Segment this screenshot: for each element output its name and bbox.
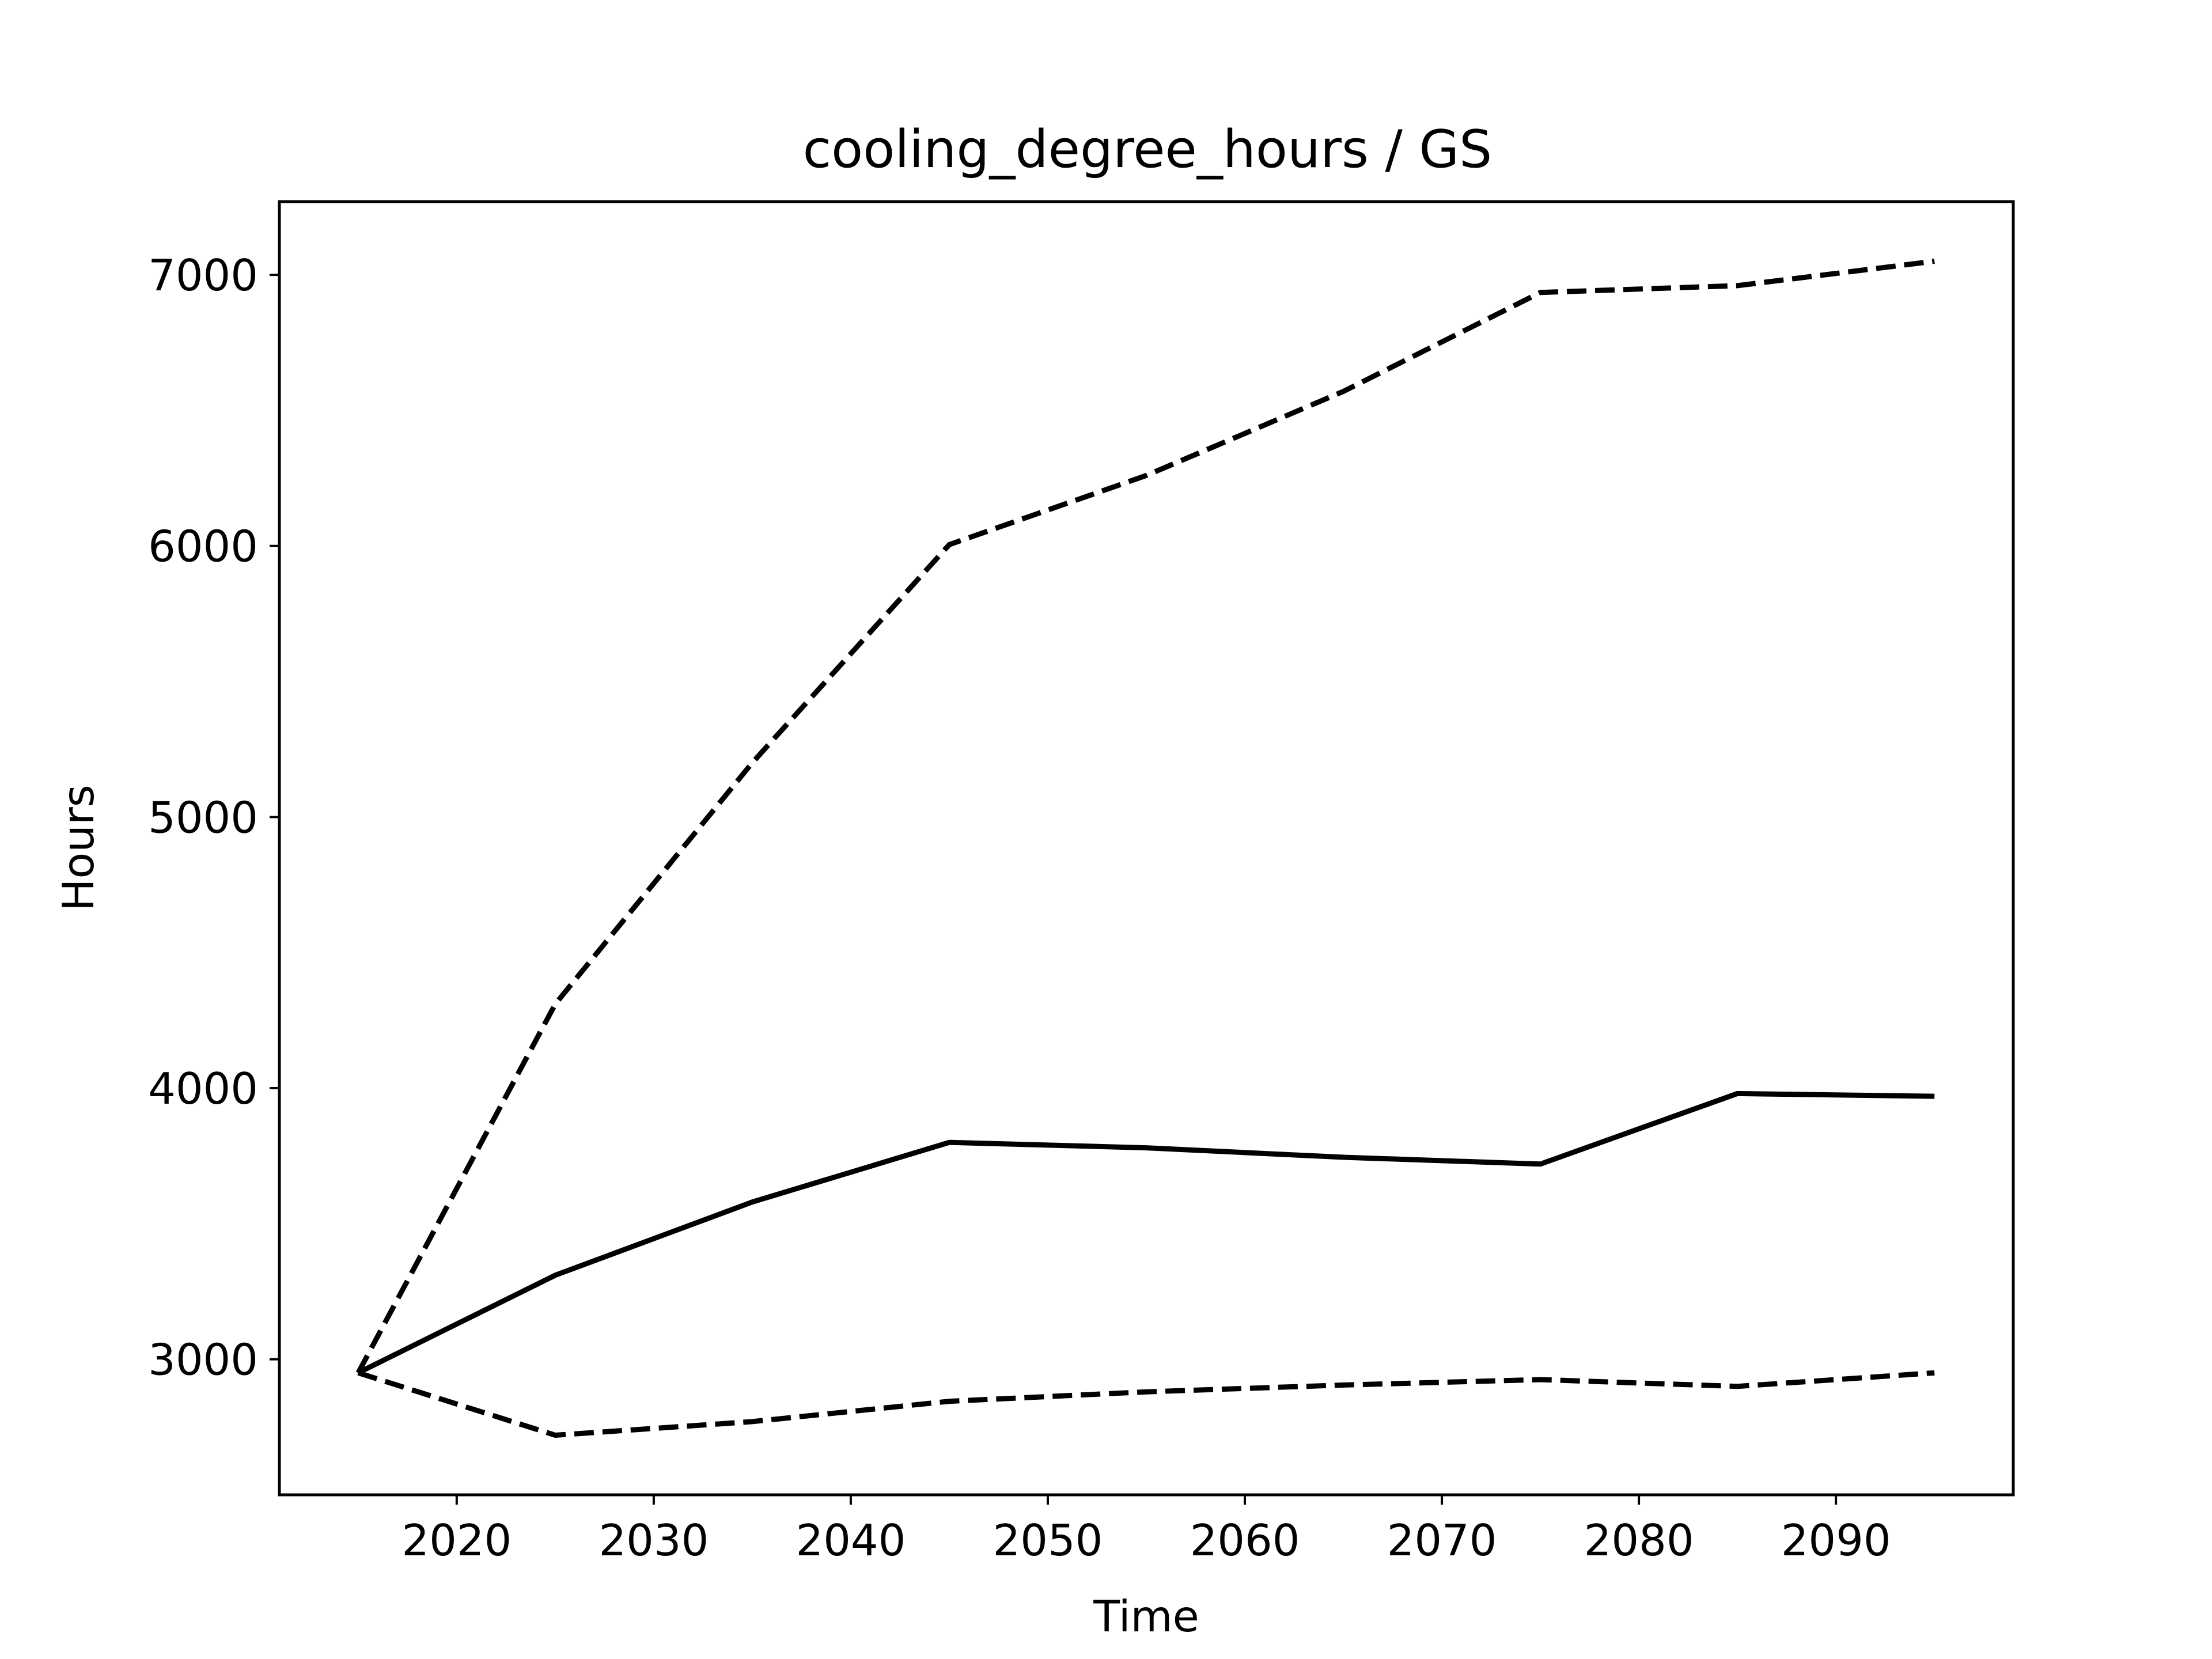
y-axis-label: Hours [53, 785, 104, 911]
y-tick-label: 5000 [148, 792, 258, 843]
x-tick-label: 2060 [1190, 1515, 1300, 1566]
series-line-2 [355, 259, 1935, 1374]
x-axis-ticks: 2020 2030 2040 2050 2060 2070 2080 2090 [402, 1495, 1891, 1566]
x-tick-label: 2040 [796, 1515, 906, 1566]
y-tick-label: 4000 [148, 1063, 258, 1114]
y-axis-ticks: 3000 4000 5000 6000 7000 [148, 250, 279, 1385]
series-line-1 [357, 1090, 1935, 1376]
y-tick-label: 3000 [148, 1335, 258, 1385]
x-tick-label: 2070 [1387, 1515, 1497, 1566]
y-tick-label: 7000 [148, 250, 258, 301]
plot-frame [278, 200, 2015, 1497]
x-tick-label: 2050 [993, 1515, 1103, 1566]
x-tick-label: 2080 [1584, 1515, 1694, 1566]
x-tick-label: 2020 [402, 1515, 512, 1566]
x-axis-label: Time [1093, 1591, 1199, 1642]
x-tick-label: 2030 [599, 1515, 709, 1566]
series-line-3 [357, 1370, 1935, 1438]
x-tick-label: 2090 [1781, 1515, 1891, 1566]
y-tick-label: 6000 [148, 521, 258, 572]
chart-title: cooling_degree_hours / GS [803, 119, 1493, 180]
series-layer [355, 259, 1935, 1438]
